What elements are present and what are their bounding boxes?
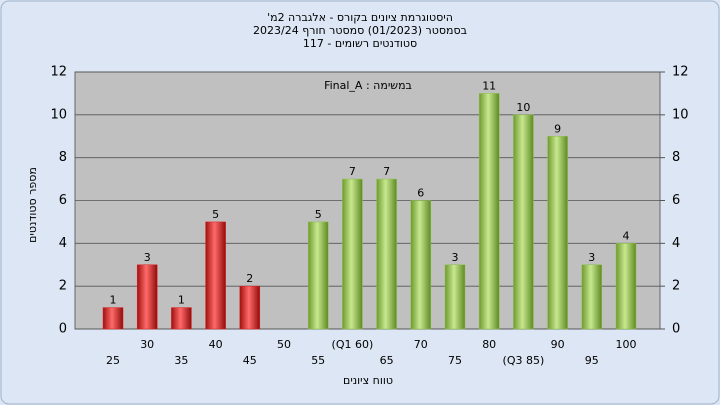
bar xyxy=(307,221,329,330)
y-tick-label: 0 xyxy=(59,322,67,337)
bar xyxy=(547,136,568,330)
x-tick-label: 75 xyxy=(448,354,462,367)
x-tick-label: (Q1 60) xyxy=(332,338,374,351)
x-tick-label: 35 xyxy=(174,354,188,367)
x-tick-label: 90 xyxy=(551,338,565,351)
x-tick-label: 65 xyxy=(380,354,394,367)
x-tick-label: (Q3 85) xyxy=(503,354,545,367)
bar xyxy=(581,264,603,330)
data-label: 7 xyxy=(349,165,356,178)
data-label: 7 xyxy=(383,165,390,178)
y-tick-label: 6 xyxy=(59,193,67,208)
x-tick-label: 95 xyxy=(585,354,599,367)
bar xyxy=(239,285,261,330)
x-tick-label: 80 xyxy=(482,338,496,351)
data-label: 3 xyxy=(588,251,595,264)
x-tick-label: 40 xyxy=(209,338,223,351)
subtitle: בסמסטר (01/2023) סמסטר חורף 2023/24 xyxy=(253,24,467,37)
y2-tick-label: 4 xyxy=(672,236,680,251)
x-axis-label: טווח ציונים xyxy=(343,374,393,387)
y2-tick-label: 12 xyxy=(672,65,689,80)
x-tick-label: 30 xyxy=(140,338,154,351)
x-tick-label: 70 xyxy=(414,338,428,351)
bar xyxy=(102,307,124,330)
bar xyxy=(615,243,637,330)
x-tick-label: 100 xyxy=(616,338,637,351)
data-label: 1 xyxy=(110,294,117,307)
y-tick-label: 10 xyxy=(50,107,67,122)
chart-title: היסטוגרמת ציונים בקורס - אלגברה 2מ' xyxy=(267,11,453,24)
data-label: 6 xyxy=(417,187,424,200)
y-axis-label: מספר סטודנטים xyxy=(26,167,39,243)
data-label: 4 xyxy=(623,229,630,242)
data-label: 9 xyxy=(554,122,561,135)
x-tick-label: 55 xyxy=(311,354,325,367)
annotation: במשימה : Final_A xyxy=(324,79,412,92)
bar xyxy=(410,200,432,330)
x-tick-label: 45 xyxy=(243,354,257,367)
y2-tick-label: 10 xyxy=(672,107,689,122)
bar xyxy=(205,221,226,330)
bar xyxy=(342,178,363,330)
data-label: 10 xyxy=(516,101,530,114)
y-tick-label: 2 xyxy=(59,279,67,294)
y-tick-label: 12 xyxy=(50,65,67,80)
x-tick-label: 50 xyxy=(277,338,291,351)
y2-tick-label: 0 xyxy=(672,322,680,337)
y-tick-label: 4 xyxy=(59,236,67,251)
data-label: 11 xyxy=(482,79,496,92)
bar xyxy=(376,178,397,330)
x-tick-label: 25 xyxy=(106,354,120,367)
subtitle: סטודנטים רשומים - 117 xyxy=(303,37,417,50)
data-label: 3 xyxy=(452,251,459,264)
data-label: 5 xyxy=(315,208,322,221)
y2-tick-label: 6 xyxy=(672,193,680,208)
bar xyxy=(444,264,466,330)
bar xyxy=(513,114,534,330)
bar xyxy=(171,307,192,330)
bar xyxy=(478,93,500,330)
data-label: 5 xyxy=(212,208,219,221)
data-label: 2 xyxy=(246,272,253,285)
y2-tick-label: 2 xyxy=(672,279,680,294)
data-label: 1 xyxy=(178,294,185,307)
bar xyxy=(136,264,158,330)
y2-tick-label: 8 xyxy=(672,150,680,165)
data-label: 3 xyxy=(144,251,151,264)
y-tick-label: 8 xyxy=(59,150,67,165)
